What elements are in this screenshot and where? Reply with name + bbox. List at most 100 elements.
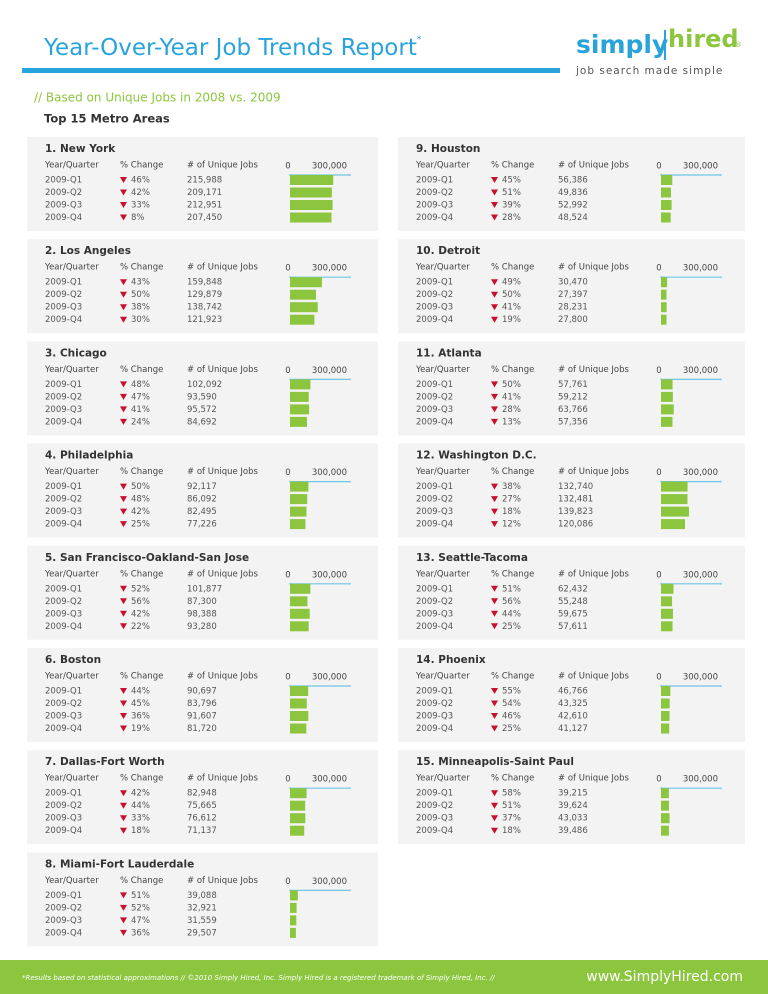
down-arrow bbox=[120, 496, 127, 503]
down-arrow bbox=[491, 418, 498, 425]
percent-change: 38% bbox=[131, 303, 150, 313]
percent-change: 44% bbox=[502, 609, 521, 619]
quarter: 2009-Q1 bbox=[45, 789, 82, 799]
metro-panel bbox=[27, 443, 378, 538]
column-header: Year/Quarter bbox=[44, 672, 99, 682]
unique-jobs: 84,692 bbox=[187, 417, 217, 427]
metro-panel bbox=[398, 545, 745, 640]
percent-change: 42% bbox=[131, 609, 150, 619]
jobs-bar bbox=[290, 416, 307, 427]
percent-change: 58% bbox=[502, 789, 521, 799]
down-arrow bbox=[120, 381, 127, 388]
column-header: # of Unique Jobs bbox=[558, 467, 630, 477]
column-header: % Change bbox=[120, 161, 163, 171]
jobs-bar bbox=[290, 711, 309, 721]
percent-change: 47% bbox=[131, 392, 150, 402]
unique-jobs: 43,325 bbox=[558, 699, 588, 709]
quarter: 2009-Q3 bbox=[45, 201, 82, 211]
percent-change: 42% bbox=[131, 789, 150, 799]
column-header: % Change bbox=[120, 876, 163, 886]
quarter: 2009-Q3 bbox=[45, 405, 82, 415]
scale-label: 0 bbox=[656, 366, 661, 376]
quarter: 2009-Q1 bbox=[45, 176, 82, 186]
scale-label: 300,000 bbox=[312, 775, 347, 785]
down-arrow bbox=[120, 483, 127, 490]
jobs-bar bbox=[661, 686, 671, 696]
unique-jobs: 59,212 bbox=[558, 392, 588, 402]
title-text: Year-Over-Year Job Trends Report bbox=[43, 35, 417, 61]
quarter: 2009-Q3 bbox=[416, 712, 453, 722]
percent-change: 24% bbox=[131, 417, 150, 427]
metro-panel bbox=[398, 341, 745, 436]
down-arrow bbox=[491, 316, 498, 323]
percent-change: 36% bbox=[131, 928, 150, 938]
jobs-bar bbox=[290, 277, 322, 288]
unique-jobs: 209,171 bbox=[187, 188, 222, 198]
unique-jobs: 52,992 bbox=[558, 201, 588, 211]
down-arrow bbox=[120, 214, 127, 221]
unique-jobs: 27,397 bbox=[558, 290, 588, 300]
unique-jobs: 71,137 bbox=[187, 826, 217, 836]
down-arrow bbox=[120, 610, 127, 617]
quarter: 2009-Q3 bbox=[45, 814, 82, 824]
down-arrow bbox=[491, 483, 498, 490]
report-title: Year-Over-Year Job Trends Report* bbox=[43, 35, 422, 61]
jobs-bar bbox=[661, 404, 674, 415]
down-arrow bbox=[491, 521, 498, 528]
unique-jobs: 83,796 bbox=[187, 699, 217, 709]
jobs-bar bbox=[290, 519, 306, 530]
jobs-bar bbox=[290, 200, 333, 210]
percent-change: 48% bbox=[131, 380, 150, 390]
scale-label: 0 bbox=[656, 264, 661, 274]
unique-jobs: 30,470 bbox=[558, 278, 588, 288]
quarter: 2009-Q3 bbox=[416, 609, 453, 619]
unique-jobs: 92,117 bbox=[187, 482, 217, 492]
percent-change: 51% bbox=[502, 584, 521, 594]
percent-change: 52% bbox=[131, 584, 150, 594]
down-arrow bbox=[120, 521, 127, 528]
column-header: % Change bbox=[491, 365, 534, 375]
jobs-bar bbox=[290, 902, 297, 913]
down-arrow bbox=[491, 827, 498, 834]
jobs-bar bbox=[661, 391, 673, 402]
quarter: 2009-Q4 bbox=[45, 622, 82, 632]
quarter: 2009-Q3 bbox=[416, 303, 453, 313]
jobs-bar bbox=[661, 698, 670, 709]
percent-change: 48% bbox=[131, 495, 150, 505]
quarter: 2009-Q2 bbox=[416, 801, 453, 811]
unique-jobs: 57,761 bbox=[558, 380, 588, 390]
percent-change: 50% bbox=[131, 482, 150, 492]
unique-jobs: 101,877 bbox=[187, 584, 222, 594]
jobs-bar bbox=[290, 187, 332, 198]
down-arrow bbox=[120, 598, 127, 605]
title-note: * bbox=[417, 35, 422, 45]
scale-label: 300,000 bbox=[312, 162, 347, 172]
jobs-bar bbox=[290, 788, 307, 799]
metro-name: 13. Seattle-Tacoma bbox=[416, 552, 528, 564]
jobs-bar bbox=[661, 825, 669, 836]
unique-jobs: 56,386 bbox=[558, 176, 588, 186]
quarter: 2009-Q4 bbox=[45, 417, 82, 427]
unique-jobs: 102,092 bbox=[187, 380, 222, 390]
jobs-bar bbox=[661, 187, 671, 198]
down-arrow bbox=[491, 202, 498, 208]
column-header: % Change bbox=[491, 161, 534, 171]
column-header: Year/Quarter bbox=[415, 365, 470, 375]
down-arrow bbox=[120, 688, 127, 694]
jobs-bar bbox=[661, 723, 670, 734]
column-header: # of Unique Jobs bbox=[558, 672, 630, 682]
jobs-bar bbox=[661, 289, 667, 300]
unique-jobs: 32,921 bbox=[187, 903, 217, 913]
quarter: 2009-Q4 bbox=[45, 928, 82, 938]
quarter: 2009-Q3 bbox=[416, 507, 453, 517]
column-header: % Change bbox=[491, 263, 534, 273]
down-arrow bbox=[120, 700, 127, 707]
unique-jobs: 132,740 bbox=[558, 482, 593, 492]
unique-jobs: 82,495 bbox=[187, 507, 217, 517]
down-arrow bbox=[491, 393, 498, 400]
scale-label: 0 bbox=[656, 468, 661, 478]
quarter: 2009-Q4 bbox=[416, 417, 453, 427]
quarter: 2009-Q2 bbox=[416, 495, 453, 505]
quarter: 2009-Q4 bbox=[416, 213, 453, 223]
down-arrow bbox=[120, 406, 127, 413]
